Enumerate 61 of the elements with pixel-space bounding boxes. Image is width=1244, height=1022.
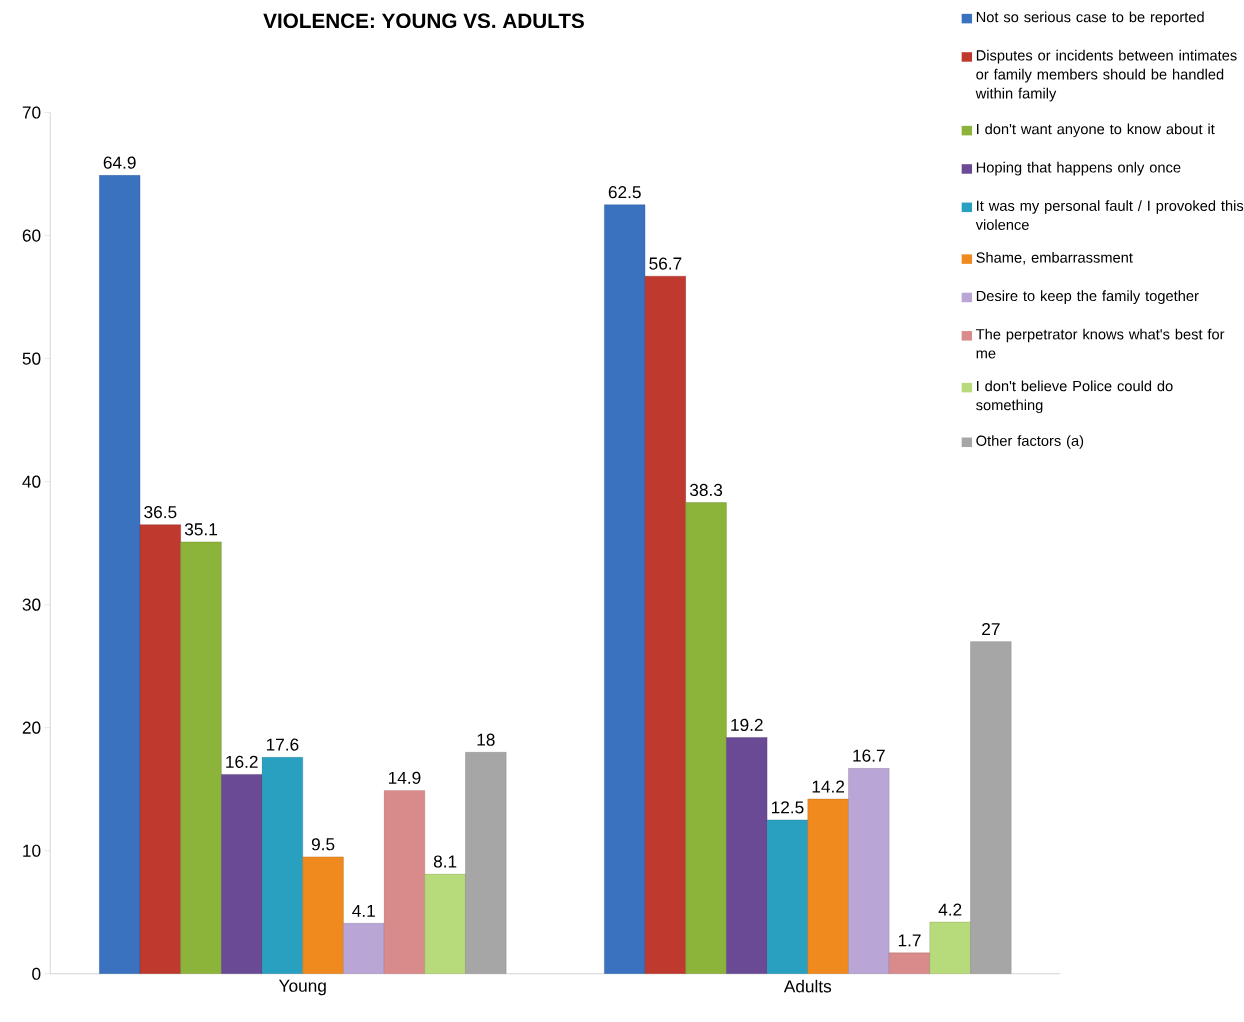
- bar: [848, 768, 890, 974]
- bar: [99, 174, 141, 974]
- bar: [424, 873, 466, 974]
- data-label: 19.2: [731, 718, 763, 731]
- x-tick-label: Young: [278, 979, 326, 996]
- bar: [180, 541, 222, 974]
- data-label: 12.5: [771, 801, 804, 814]
- y-tick-label: 60: [22, 229, 41, 242]
- y-tick-label: 70: [22, 106, 41, 119]
- bar: [465, 752, 507, 974]
- bar: [383, 790, 425, 974]
- bar: [302, 856, 344, 974]
- legend-label: Other factors (a): [976, 435, 1084, 449]
- chart-title: VIOLENCE: YOUNG VS. ADULTS: [263, 13, 584, 29]
- bar: [139, 524, 181, 974]
- y-tick-label: 30: [22, 598, 41, 611]
- bar: [644, 275, 686, 974]
- bar: [807, 798, 849, 974]
- bar: [766, 819, 808, 974]
- data-label: 38.3: [689, 483, 723, 496]
- legend-label: Not so serious case to be reported: [976, 11, 1204, 26]
- legend-label: Disputes or incidents between intimates or family members should be handled within family: [975, 49, 1237, 102]
- legend-label: The perpetrator knows what's best for me: [976, 328, 1225, 359]
- bar: [604, 204, 646, 974]
- data-label: 35.1: [184, 523, 217, 536]
- data-label: 16.7: [853, 749, 885, 762]
- data-label: 1.7: [898, 934, 921, 947]
- y-tick-label: 40: [22, 475, 41, 488]
- y-tick-label: 50: [22, 352, 41, 365]
- y-tick-label: 10: [23, 844, 41, 857]
- data-label: 17.6: [266, 738, 299, 751]
- bar: [726, 737, 768, 974]
- bar: [343, 923, 385, 974]
- bar: [685, 502, 727, 974]
- data-label: 14.9: [388, 771, 421, 784]
- data-label: 62.5: [608, 185, 641, 199]
- legend-label: Shame, embarrassment: [976, 251, 1133, 265]
- legend-label: I don't believe Police could do something: [976, 380, 1173, 414]
- data-label: 64.9: [103, 156, 136, 169]
- data-label: 56.7: [649, 257, 682, 270]
- data-label: 36.5: [144, 505, 177, 519]
- bar: [929, 921, 971, 974]
- legend-label: Desire to keep the family together: [976, 290, 1199, 304]
- bar: [970, 641, 1012, 974]
- bar: [221, 774, 263, 974]
- legend-label: Hoping that happens only once: [976, 161, 1181, 176]
- data-label: 16.2: [226, 755, 258, 768]
- y-tick-label: 0: [32, 967, 41, 980]
- legend-label: It was my personal fault / I provoked this violence: [975, 200, 1244, 230]
- bar: [261, 756, 303, 974]
- data-label: 4.2: [938, 903, 962, 916]
- data-label: 14.2: [812, 780, 845, 793]
- x-tick-label: Adults: [783, 979, 832, 993]
- data-label: 18: [477, 733, 495, 746]
- data-label: 9.5: [311, 838, 335, 851]
- data-label: 27: [982, 622, 1000, 635]
- data-label: 8.1: [433, 855, 457, 868]
- data-label: 4.1: [352, 904, 375, 917]
- y-tick-label: 20: [22, 721, 41, 734]
- bar: [888, 952, 931, 974]
- legend-label: I don't want anyone to know about it: [977, 123, 1215, 138]
